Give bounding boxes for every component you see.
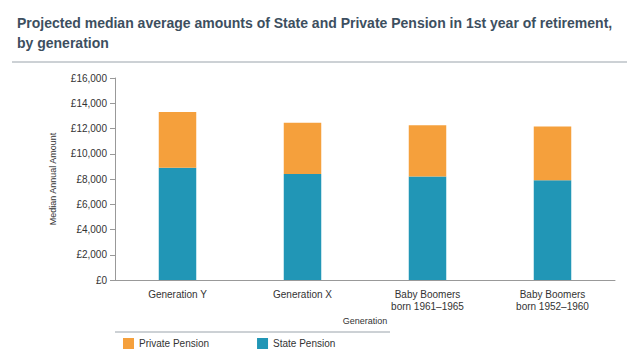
- svg-text:Generation Y: Generation Y: [148, 289, 207, 300]
- svg-text:Private Pension: Private Pension: [139, 338, 209, 349]
- svg-text:£14,000: £14,000: [71, 98, 108, 109]
- svg-text:£16,000: £16,000: [71, 73, 108, 84]
- svg-text:£8,000: £8,000: [76, 174, 107, 185]
- svg-text:Generation: Generation: [343, 316, 388, 326]
- svg-text:£10,000: £10,000: [71, 148, 108, 159]
- svg-text:£12,000: £12,000: [71, 123, 108, 134]
- svg-text:£2,000: £2,000: [76, 249, 107, 260]
- svg-text:Median Annual Amount: Median Annual Amount: [48, 132, 58, 225]
- svg-text:born 1961–1965: born 1961–1965: [391, 301, 464, 312]
- svg-text:£4,000: £4,000: [76, 224, 107, 235]
- svg-text:Projected median average amoun: Projected median average amounts of Stat…: [17, 15, 616, 31]
- svg-text:£0: £0: [96, 275, 108, 286]
- svg-text:Baby Boomers: Baby Boomers: [520, 289, 586, 300]
- svg-text:Generation X: Generation X: [273, 289, 332, 300]
- svg-text:£6,000: £6,000: [76, 199, 107, 210]
- svg-text:State Pension: State Pension: [273, 338, 335, 349]
- svg-text:Baby Boomers: Baby Boomers: [395, 289, 461, 300]
- svg-text:by generation: by generation: [17, 35, 109, 51]
- svg-text:born 1952–1960: born 1952–1960: [516, 301, 589, 312]
